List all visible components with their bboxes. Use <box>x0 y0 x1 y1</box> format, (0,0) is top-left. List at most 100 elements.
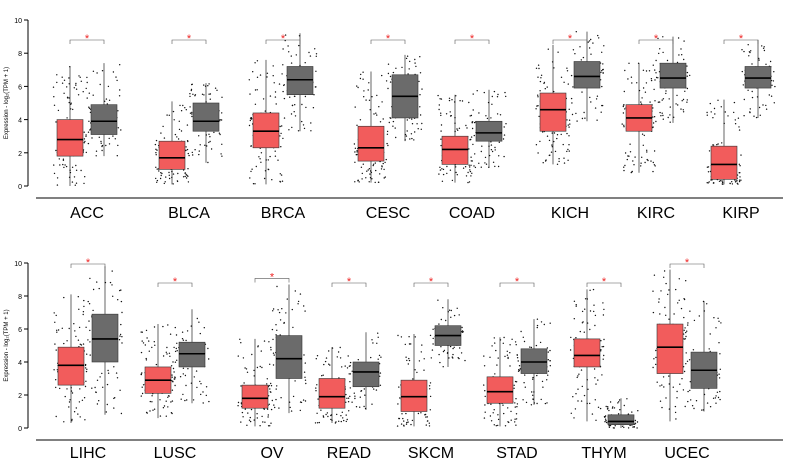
group-blca: *BLCA <box>154 33 223 222</box>
data-point <box>550 151 553 153</box>
data-point <box>483 417 486 419</box>
data-point <box>248 419 251 421</box>
data-point <box>165 351 167 353</box>
data-point <box>209 93 212 95</box>
data-point <box>405 356 407 358</box>
data-point <box>490 149 493 151</box>
data-point <box>573 300 576 302</box>
data-point <box>280 146 282 148</box>
data-point <box>494 373 496 375</box>
data-point <box>361 172 363 175</box>
data-point <box>162 325 164 328</box>
data-point <box>655 363 657 366</box>
data-point <box>203 84 205 86</box>
significance-bracket <box>552 39 588 44</box>
data-point <box>56 329 58 331</box>
data-point <box>367 169 369 171</box>
significance-star: * <box>386 33 391 45</box>
data-point <box>171 412 173 415</box>
y-tick-label: 4 <box>18 360 22 367</box>
data-point <box>377 181 380 183</box>
significance-star: * <box>515 276 520 288</box>
data-point <box>483 384 485 386</box>
normal-box <box>573 61 601 89</box>
data-point <box>539 341 542 344</box>
data-point <box>357 86 359 89</box>
data-point <box>298 44 300 47</box>
data-point <box>310 130 312 132</box>
data-point <box>388 121 390 124</box>
data-point <box>64 395 66 398</box>
data-point <box>536 318 539 320</box>
data-point <box>634 423 636 425</box>
data-point <box>78 308 80 310</box>
significance-bracket <box>638 39 674 44</box>
group-kirc: *KIRC <box>621 33 691 222</box>
data-point <box>186 124 189 126</box>
data-point <box>59 387 61 390</box>
data-point <box>578 373 580 375</box>
data-point <box>240 342 242 344</box>
data-point <box>290 113 293 115</box>
data-point <box>719 368 721 370</box>
data-point <box>345 414 347 416</box>
data-point <box>685 335 687 338</box>
data-point <box>163 405 166 407</box>
data-point <box>221 96 223 99</box>
data-point <box>607 406 609 408</box>
data-point <box>498 141 500 143</box>
data-point <box>514 421 516 423</box>
data-point <box>355 406 358 408</box>
data-point <box>58 158 60 160</box>
data-point <box>718 180 721 182</box>
data-point <box>751 96 754 99</box>
data-point <box>180 398 182 400</box>
data-point <box>342 417 344 419</box>
data-point <box>343 419 345 422</box>
data-point <box>676 390 678 393</box>
data-point <box>347 355 349 357</box>
data-point <box>62 159 65 161</box>
data-point <box>292 395 295 398</box>
data-point <box>471 172 473 174</box>
data-point <box>401 66 403 69</box>
data-point <box>589 310 592 312</box>
data-point <box>55 121 57 123</box>
data-point <box>208 141 210 144</box>
data-point <box>101 149 103 152</box>
data-point <box>96 281 98 283</box>
data-point <box>283 321 285 324</box>
data-point <box>497 418 500 421</box>
data-point <box>204 144 206 146</box>
data-point <box>568 108 570 111</box>
data-point <box>171 376 173 378</box>
data-point <box>294 380 296 382</box>
data-point <box>535 344 538 347</box>
data-point <box>643 134 645 137</box>
data-point <box>515 424 517 426</box>
data-point <box>405 135 408 137</box>
data-point <box>537 76 539 78</box>
data-point <box>253 369 255 372</box>
data-point <box>273 404 275 406</box>
data-point <box>167 396 169 398</box>
data-point <box>173 378 175 380</box>
data-point <box>494 342 496 344</box>
data-point <box>244 408 246 410</box>
data-point <box>470 175 472 177</box>
data-point <box>328 363 330 365</box>
data-point <box>326 412 329 414</box>
data-point <box>175 347 177 350</box>
data-point <box>397 403 399 405</box>
data-point <box>121 336 123 338</box>
data-point <box>410 343 412 345</box>
y-tick-label: 6 <box>18 84 22 91</box>
data-point <box>148 340 150 342</box>
data-point <box>623 124 625 127</box>
normal-box <box>352 361 380 388</box>
data-point <box>165 400 167 402</box>
data-point <box>269 95 272 97</box>
data-point <box>83 305 85 308</box>
data-point <box>654 69 656 71</box>
data-point <box>77 413 79 415</box>
